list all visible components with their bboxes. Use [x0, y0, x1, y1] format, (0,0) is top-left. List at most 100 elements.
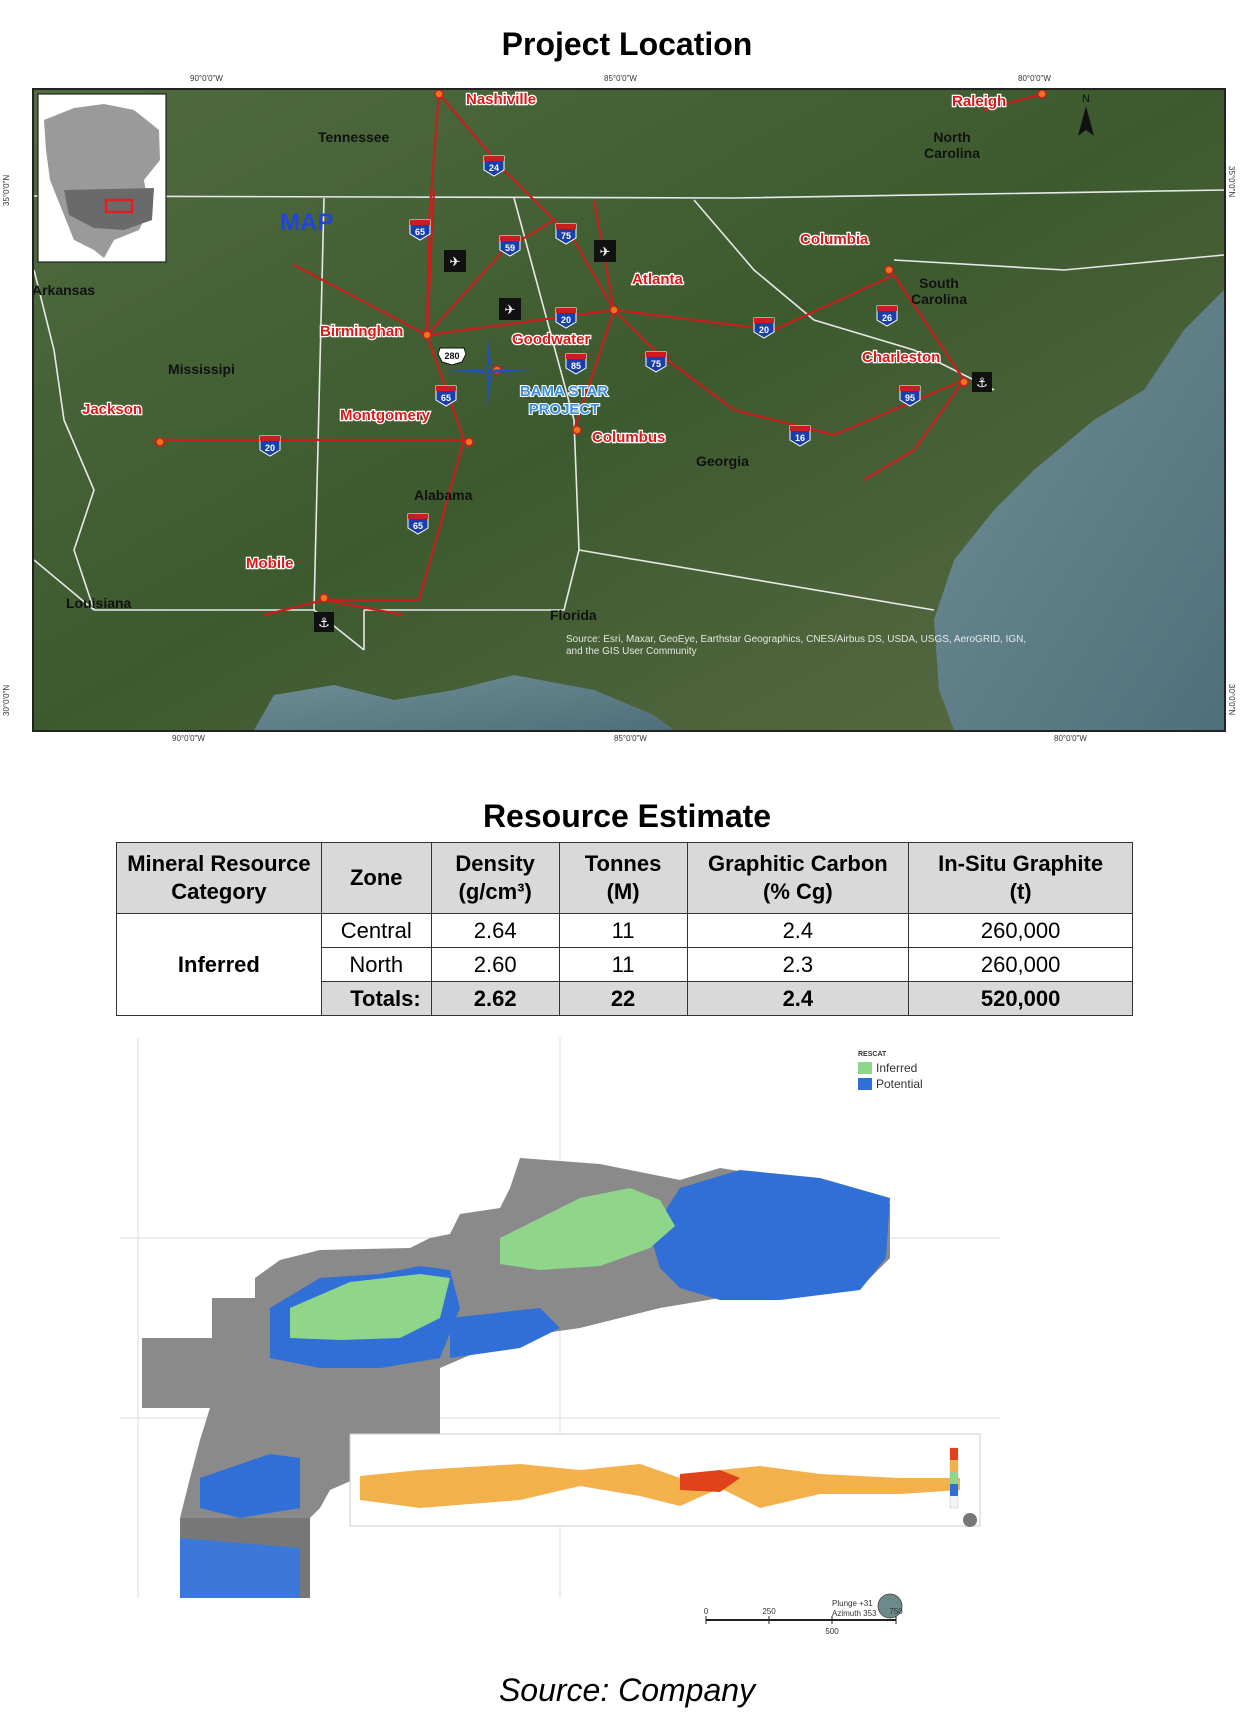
- i16-shield: 16: [789, 425, 811, 447]
- north-label: N: [1082, 93, 1090, 105]
- city-label-montgomery: Montgomery: [340, 407, 431, 424]
- legend-title: RESCAT: [858, 1051, 887, 1058]
- totals-label: Totals:: [320, 981, 432, 1016]
- potential-zone-base: [180, 1538, 300, 1598]
- totals-density: 2.62: [430, 981, 560, 1016]
- coord-right-35n: 35°0'0"N: [1227, 166, 1236, 198]
- city-label-birmingham: Birminghan: [320, 323, 403, 340]
- i24-shield: 24: [483, 155, 505, 177]
- header-zone: Zone: [320, 842, 432, 914]
- city-label-atlanta: Atlanta: [632, 271, 683, 288]
- scale-bar: 0 250 500 750: [704, 1607, 903, 1636]
- table-row: Inferred Central 2.64 11 2.4 260,000: [116, 913, 1133, 1016]
- inferred-zone-east: [500, 1188, 675, 1270]
- project-star-icon: [444, 335, 534, 410]
- tonnes-cell: 11: [558, 913, 688, 948]
- svg-text:59: 59: [505, 243, 515, 253]
- coord-bottom-80w: 80°0'0"W: [1054, 734, 1087, 743]
- state-label-arkansas: Arkansas: [34, 282, 95, 298]
- state-label-alabama: Alabama: [414, 487, 473, 503]
- project-location-map: N ✈ ✈ ✈ ⚓ ⚓ 280: [32, 88, 1226, 732]
- state-label-georgia: Georgia: [696, 453, 749, 469]
- state-label-south-carolina-2: Carolina: [911, 291, 967, 307]
- i65-central-shield: 65: [435, 385, 457, 407]
- graphite-cell: 260,000: [908, 913, 1133, 948]
- svg-text:24: 24: [489, 163, 499, 173]
- legend-label-potential: Potential: [876, 1077, 923, 1091]
- totals-row: Totals: 2.62 22 2.4 520,000: [117, 981, 1133, 1016]
- state-label-north-carolina: North: [933, 129, 970, 145]
- i75-south-shield: 75: [645, 351, 667, 373]
- city-label-goodwater: Goodwater: [512, 331, 591, 348]
- state-label-south-carolina: South: [919, 275, 959, 291]
- i85-shield: 85: [565, 353, 587, 375]
- city-label-columbia: Columbia: [800, 231, 869, 248]
- resource-estimate-title: Resource Estimate: [482, 798, 772, 834]
- totals-graphite: 520,000: [908, 981, 1133, 1016]
- state-borders: [34, 189, 1224, 651]
- model-legend: RESCAT Inferred Potential: [858, 1051, 923, 1091]
- potential-zone-east: [650, 1170, 890, 1300]
- totals-carbon: 2.4: [686, 981, 910, 1016]
- i65-south-shield: 65: [407, 513, 429, 535]
- source-caption: Source: Company: [498, 1672, 756, 1708]
- city-label-charleston: Charleston: [862, 349, 940, 366]
- svg-text:✈: ✈: [505, 303, 516, 318]
- city-markers: [155, 90, 1047, 603]
- density-cell: 2.60: [430, 947, 560, 982]
- legend-label-inferred: Inferred: [876, 1061, 917, 1075]
- gulf-of-mexico: [254, 675, 674, 730]
- airport-icons: ✈ ✈ ✈: [444, 240, 616, 320]
- coord-left-35n: 35°0'0"N: [2, 174, 11, 206]
- tonnes-cell: 11: [558, 947, 688, 982]
- header-in-situ-graphite: In-Situ Graphite (t): [908, 842, 1133, 914]
- state-label-north-carolina-2: Carolina: [924, 145, 980, 161]
- svg-text:65: 65: [415, 227, 425, 237]
- project-location-title: Project Location: [501, 26, 753, 62]
- svg-text:⚓: ⚓: [976, 376, 988, 391]
- grade-section: [360, 1464, 960, 1508]
- header-graphitic-carbon: Graphitic Carbon (% Cg): [686, 842, 910, 914]
- svg-text:85: 85: [571, 361, 581, 371]
- cross-section-inset: [349, 1433, 981, 1527]
- coord-bottom-90w: 90°0'0"W: [172, 734, 205, 743]
- svg-text:75: 75: [651, 359, 661, 369]
- i95-shield: 95: [899, 385, 921, 407]
- i65-north-shield: 65: [409, 219, 431, 241]
- category-cell: Inferred: [116, 913, 322, 1016]
- coord-top-80w: 80°0'0"W: [1018, 74, 1051, 83]
- model-canvas: RESCAT Inferred Potential Plunge +31 Azi…: [120, 1038, 1000, 1636]
- state-label-florida: Florida: [550, 607, 597, 623]
- totals-tonnes: 22: [558, 981, 688, 1016]
- anchor-icon: [314, 612, 334, 632]
- graphite-cell: 260,000: [908, 947, 1133, 982]
- atlantic-ocean: [934, 290, 1224, 730]
- scale-label-750: 750: [889, 1607, 903, 1616]
- anchor-icon: [972, 372, 992, 392]
- us-280-label: 280: [444, 351, 459, 361]
- i20-east-shield: 20: [753, 317, 775, 339]
- coord-top-90w: 90°0'0"W: [190, 74, 223, 83]
- airport-icon: [444, 250, 466, 272]
- project-label: BAMA STAR: [520, 383, 608, 400]
- airport-icon: [594, 240, 616, 262]
- map-canvas: N ✈ ✈ ✈ ⚓ ⚓ 280: [34, 90, 1224, 730]
- city-label-jackson: Jackson: [82, 401, 142, 418]
- coord-bottom-85w: 85°0'0"W: [614, 734, 647, 743]
- coord-right-30n: 30°0'0"N: [1227, 684, 1236, 716]
- zone-cell: North: [320, 947, 432, 982]
- density-cell: 2.64: [430, 913, 560, 948]
- svg-text:20: 20: [265, 443, 275, 453]
- city-label-raleigh: Raleigh: [952, 93, 1006, 110]
- map-attribution: Source: Esri, Maxar, GeoEye, Earthstar G…: [566, 634, 1026, 645]
- potential-zone-south: [200, 1454, 300, 1518]
- port-icons: ⚓ ⚓: [314, 372, 992, 632]
- interstate-shields: 24 65 59 75 20: [259, 155, 921, 535]
- carbon-cell: 2.4: [686, 913, 910, 948]
- inset-north-america-map: [37, 93, 167, 263]
- svg-text:65: 65: [413, 521, 423, 531]
- compass-icon: [963, 1513, 977, 1527]
- scale-label-0: 0: [704, 1607, 709, 1616]
- header-category: Mineral Resource Category: [116, 842, 322, 914]
- state-label-mississippi: Mississipi: [168, 361, 235, 377]
